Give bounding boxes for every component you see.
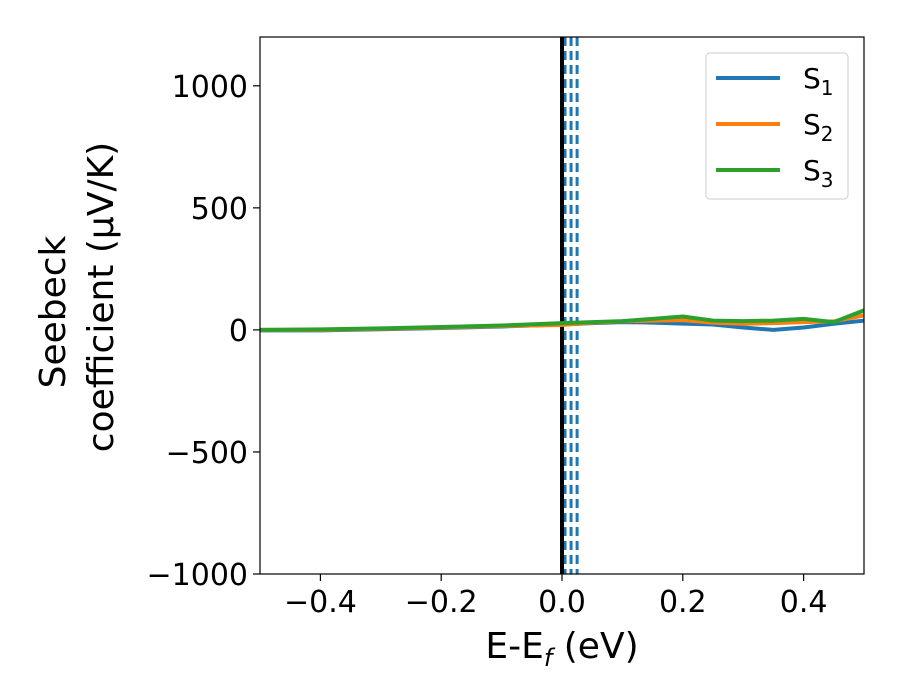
y-tick-label: −1000 (147, 558, 248, 593)
legend: S1 S2 S3 (705, 52, 849, 200)
legend-label-s3: S3 (803, 154, 834, 192)
y-tick-label: 1000 (172, 70, 248, 105)
x-tick-label: 0.2 (659, 585, 707, 620)
legend-label-s1: S1 (803, 62, 834, 100)
series-line-s3 (260, 308, 864, 332)
y-axis-label-line2: coefficient (μV/K) (81, 142, 122, 452)
x-tick-label: −0.2 (405, 585, 478, 620)
y-tick-label: 0 (229, 314, 248, 349)
y-tick-label: 500 (191, 192, 248, 227)
x-tick-label: −0.4 (284, 585, 357, 620)
y-axis-label-line1: Seebeck (33, 235, 74, 388)
x-axis-label: E-Ef (eV) (485, 626, 638, 672)
x-tick-label: 0.0 (538, 585, 586, 620)
legend-label-s2: S2 (803, 108, 834, 146)
y-tick-label: −500 (166, 436, 248, 471)
x-tick-label: 0.4 (780, 585, 828, 620)
